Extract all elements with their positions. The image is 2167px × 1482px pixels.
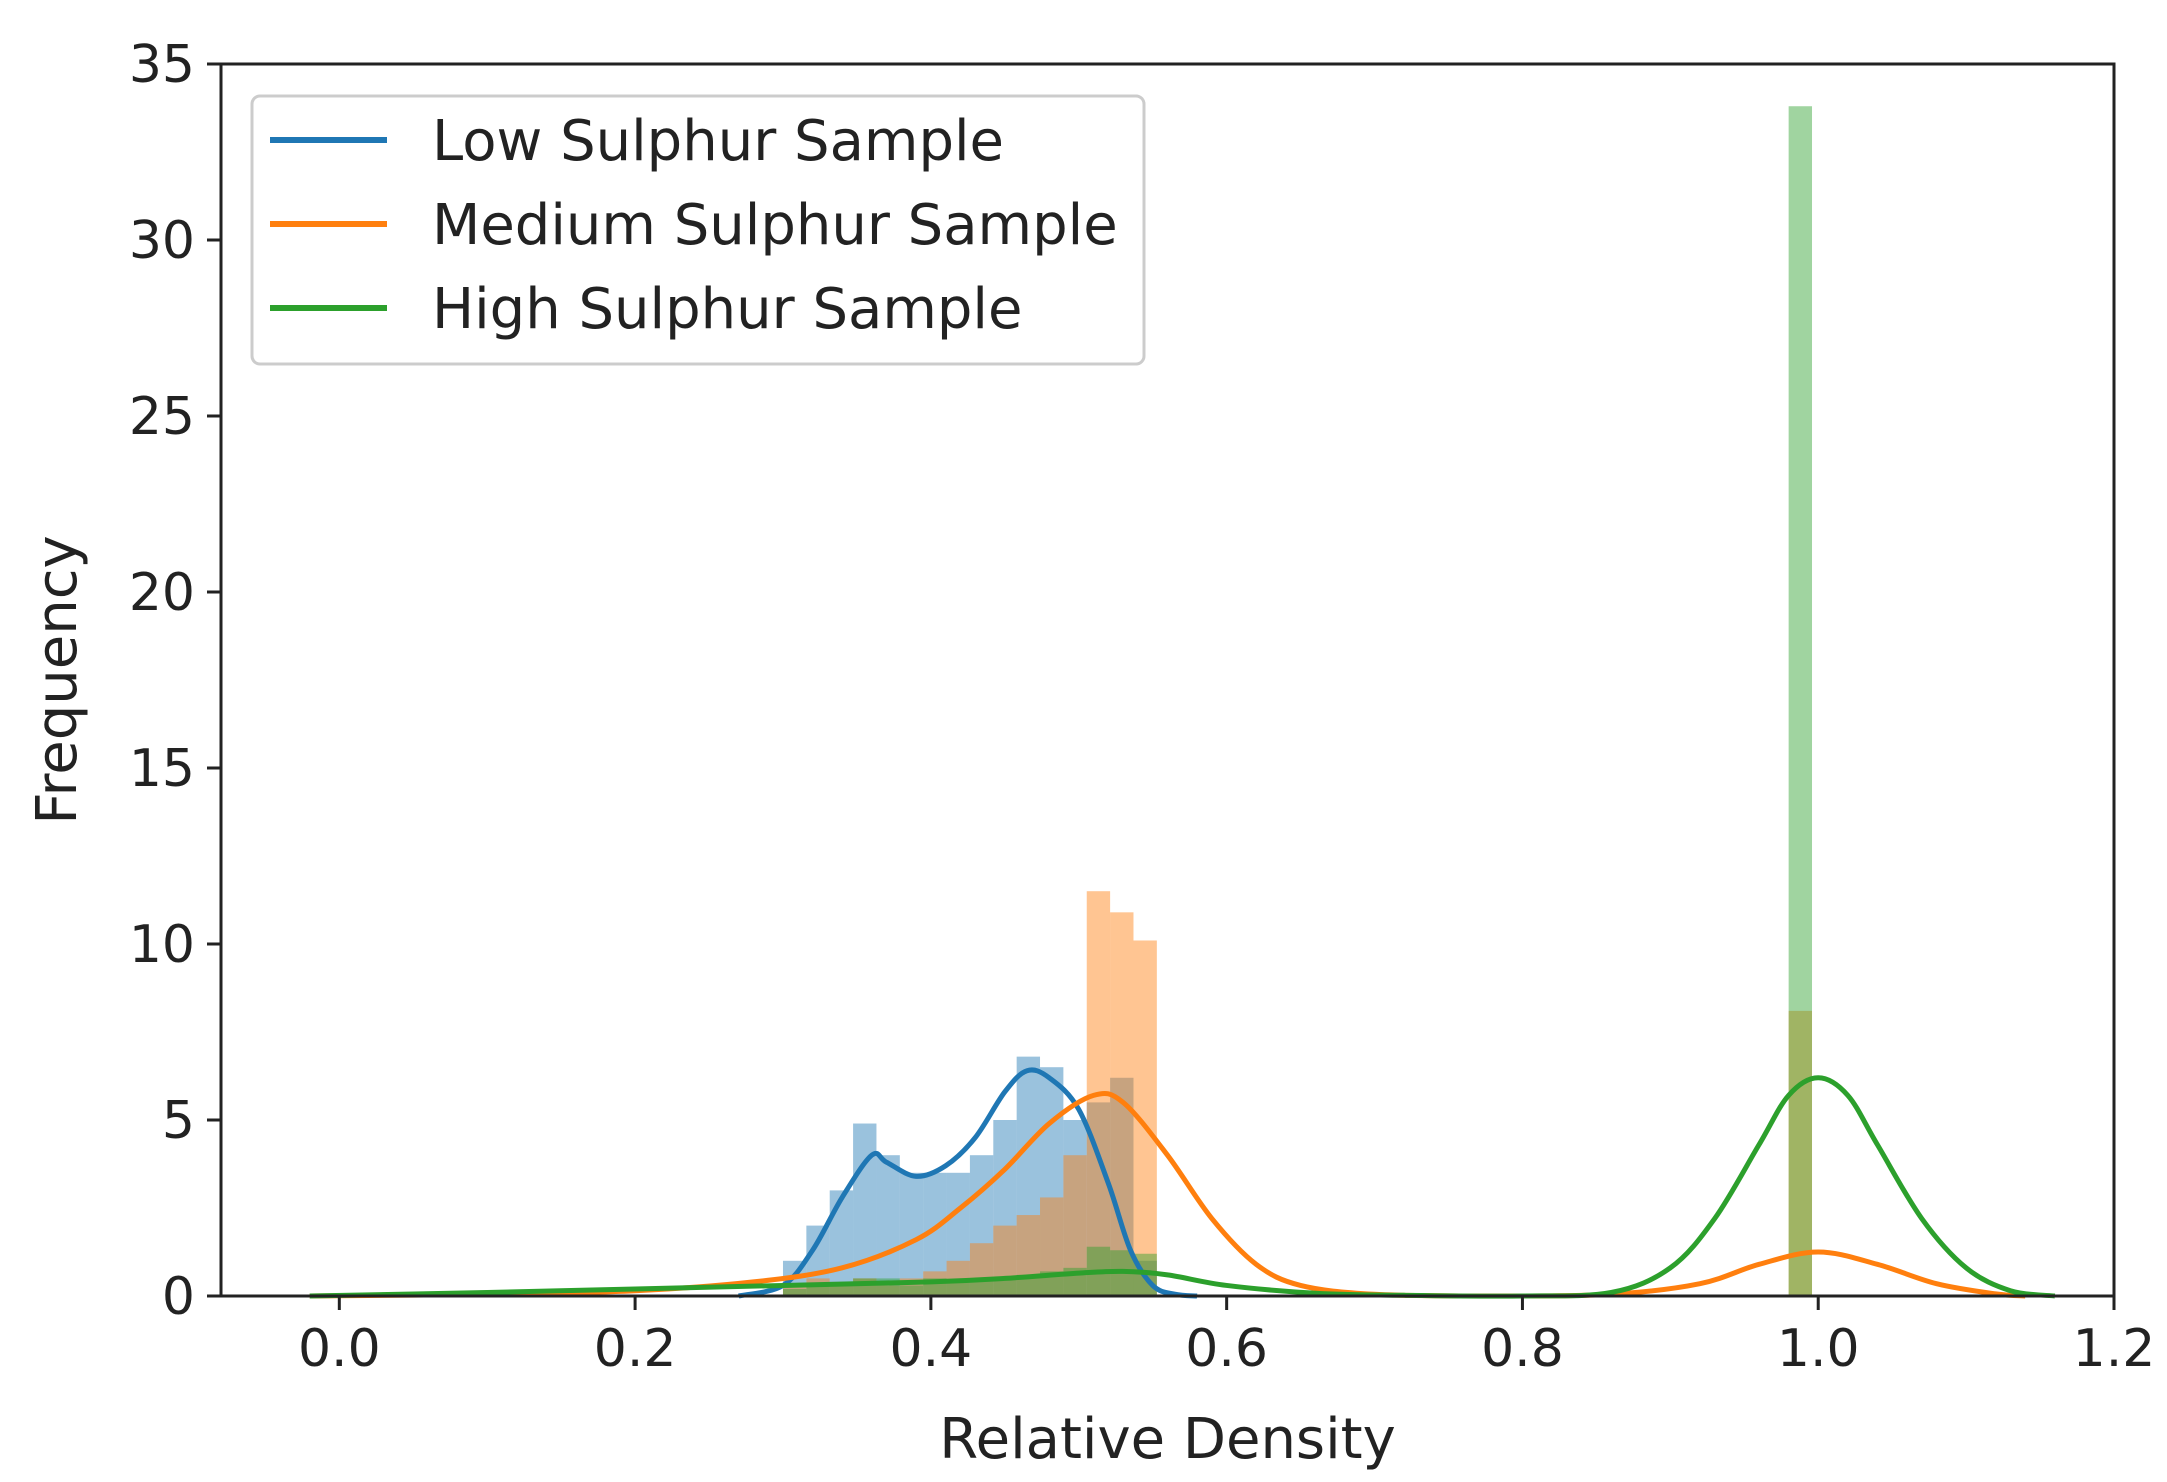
- low-sulphur-sample-bar-6: [923, 1172, 947, 1296]
- x-tick-label-6: 1.2: [2073, 1319, 2156, 1379]
- medium-sulphur-sample-bar-8: [969, 1243, 994, 1296]
- y-tick-label-7: 35: [129, 35, 195, 95]
- high-sulphur-sample-bar-16: [1788, 106, 1813, 1297]
- axes: 0.0 0.2 0.4 0.6 0.8 1.0 1.2 0 5 10 15 20 25 30 35: [129, 35, 2156, 1379]
- low-sulphur-sample-bar-8: [969, 1155, 994, 1296]
- legend-label-high-sulphur-sample: High Sulphur Sample: [432, 277, 1022, 342]
- medium-sulphur-sample-bar-11: [1040, 1197, 1064, 1296]
- y-tick-label-3: 15: [129, 739, 195, 799]
- low-sulphur-sample-bar-1: [806, 1225, 830, 1296]
- high-sulphur-sample-bar-10: [1016, 1274, 1041, 1296]
- y-tick-label-1: 5: [162, 1091, 195, 1151]
- legend: Low Sulphur Sample Medium Sulphur Sample H…: [250, 94, 1146, 366]
- low-sulphur-sample-bar-13: [1086, 1102, 1111, 1296]
- legend-label-medium-sulphur-sample: Medium Sulphur Sample: [432, 193, 1118, 258]
- y-axis-title: Frequency: [25, 535, 90, 824]
- medium-sulphur-sample-bar-0: [782, 1285, 807, 1296]
- medium-sulphur-sample-kde-line: [309, 1090, 2026, 1299]
- high-sulphur-sample-bar-9: [993, 1278, 1017, 1296]
- x-tick-label-4: 0.8: [1481, 1319, 1564, 1379]
- medium-sulphur-sample-bar-4: [876, 1285, 900, 1296]
- y-tick-label-5: 25: [129, 387, 195, 447]
- low-sulphur-sample-bar-12: [1063, 1120, 1087, 1296]
- medium-sulphur-sample-bar-12: [1063, 1155, 1087, 1296]
- plot-frame: [219, 62, 2116, 1298]
- y-tick-label-0: 0: [162, 1267, 195, 1327]
- low-sulphur-sample-bar-2: [829, 1190, 854, 1296]
- legend-box: [250, 94, 1146, 366]
- x-tick-label-5: 1.0: [1777, 1319, 1860, 1379]
- y-tick-label-4: 20: [129, 563, 195, 623]
- x-axis-title: Relative Density: [939, 1407, 1396, 1472]
- high-sulphur-sample-bar-0: [782, 1288, 807, 1296]
- legend-label-low-sulphur-sample: Low Sulphur Sample: [432, 109, 1004, 174]
- high-sulphur-sample-bar-5: [899, 1285, 924, 1296]
- high-sulphur-sample-bar-8: [969, 1278, 994, 1296]
- low-sulphur-sample-bar-3: [853, 1123, 877, 1296]
- low-sulphur-sample-kde-line: [738, 1067, 1198, 1299]
- y-tick-label-2: 10: [129, 915, 195, 975]
- y-tick-label-6: 30: [129, 211, 195, 271]
- x-tick-label-3: 0.6: [1185, 1319, 1268, 1379]
- high-sulphur-sample-bar-1: [806, 1285, 830, 1296]
- x-tick-label-2: 0.4: [890, 1319, 973, 1379]
- low-sulphur-sample-bar-10: [1016, 1056, 1041, 1296]
- x-tick-label-1: 0.2: [594, 1319, 677, 1379]
- medium-sulphur-sample-bar-15: [1133, 940, 1157, 1296]
- high-sulphur-sample-bar-7: [946, 1281, 970, 1296]
- low-sulphur-sample-bar-5: [899, 1172, 924, 1296]
- x-tick-label-0: 0.0: [298, 1319, 381, 1379]
- low-sulphur-sample-bar-4: [876, 1155, 900, 1296]
